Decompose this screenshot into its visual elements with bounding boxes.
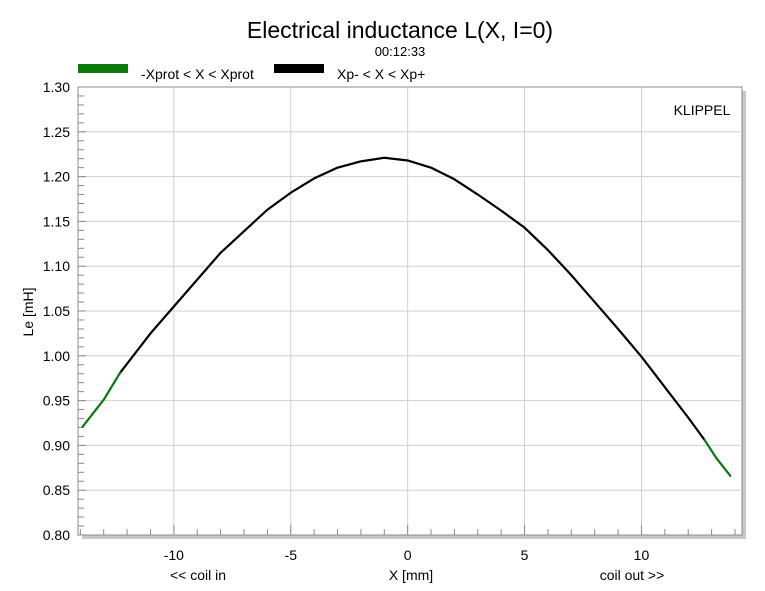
coil-in-label: << coil in xyxy=(170,567,226,583)
y-tick-label: 1.20 xyxy=(43,169,70,185)
chart-title: Electrical inductance L(X, I=0) xyxy=(247,17,553,43)
x-tick-label: 10 xyxy=(634,547,650,563)
y-tick-label: 1.05 xyxy=(43,303,70,319)
y-tick-label: 1.00 xyxy=(43,348,70,364)
legend-xprot-label: -Xprot < X < Xprot xyxy=(141,66,254,82)
x-tick-label: -5 xyxy=(285,547,298,563)
chart-subtitle: 00:12:33 xyxy=(375,44,426,59)
y-tick-label: 0.90 xyxy=(43,437,70,453)
coil-out-label: coil out >> xyxy=(600,567,665,583)
x-tick-label: 0 xyxy=(404,547,412,563)
y-tick-label: 0.85 xyxy=(43,482,70,498)
y-tick-label: 0.95 xyxy=(43,393,70,409)
y-tick-label: 1.25 xyxy=(43,124,70,140)
legend: -Xprot < X < Xprot Xp- < X < Xp+ xyxy=(78,64,425,82)
y-tick-label: 1.30 xyxy=(43,79,70,95)
y-tick-label: 1.15 xyxy=(43,213,70,229)
y-tick-label: 1.10 xyxy=(43,258,70,274)
x-axis-label: X [mm] xyxy=(389,567,433,583)
series-line-xprot-left xyxy=(81,371,122,428)
y-axis-label: Le [mH] xyxy=(20,287,36,336)
legend-xp-swatch xyxy=(274,64,324,73)
legend-xprot-swatch xyxy=(78,64,128,73)
plot-area: 0.80 0.85 0.90 0.95 1.00 1.05 1.10 1.15 1.20 1.25… xyxy=(43,79,746,563)
x-tick-label: -10 xyxy=(164,547,184,563)
x-tick-label: 5 xyxy=(521,547,529,563)
series-line-xp xyxy=(118,156,706,442)
y-tick-label: 0.80 xyxy=(43,527,70,543)
klippel-label: KLIPPEL xyxy=(674,102,731,118)
legend-xp-label: Xp- < X < Xp+ xyxy=(337,66,425,82)
series-line-xprot-right xyxy=(703,438,732,477)
